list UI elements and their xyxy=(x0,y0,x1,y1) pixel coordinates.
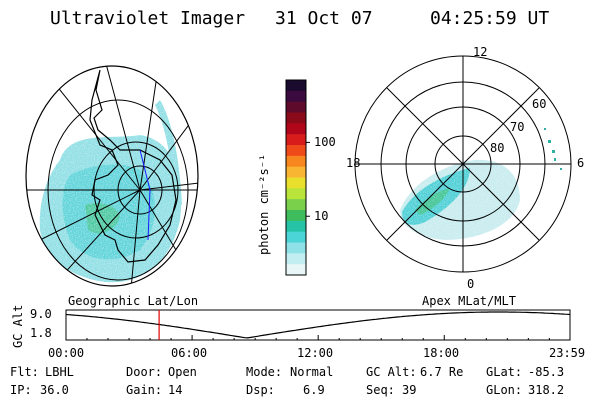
date-label: 31 Oct 07 xyxy=(275,8,373,29)
colorbar-segment xyxy=(286,123,306,135)
colorbar-segment xyxy=(286,210,306,222)
colorbar-segment xyxy=(286,90,306,103)
speckle-texture xyxy=(26,66,198,286)
mlt-label-left: 18 xyxy=(346,156,361,170)
gain-label: Gain: xyxy=(126,383,163,397)
colorbar-tick-10: 10 xyxy=(314,209,329,224)
door-value: Open xyxy=(168,365,197,379)
gain-value: 14 xyxy=(168,383,183,397)
map-boundary xyxy=(25,65,199,287)
colorbar-tick-100: 100 xyxy=(314,135,336,150)
colorbar-segment xyxy=(286,199,306,211)
colorbar-segment xyxy=(286,145,306,157)
altitude-ylabel: GC Alt xyxy=(11,304,25,348)
colorbar-segment xyxy=(286,188,306,200)
altitude-plot xyxy=(65,309,571,341)
colorbar-segment xyxy=(286,112,306,124)
door-label: Door: xyxy=(126,365,163,379)
colorbar-segment xyxy=(286,231,306,243)
time-tick-0: 00:00 xyxy=(48,346,85,360)
mlt-label-bottom: 0 xyxy=(467,277,475,291)
seq-value: 39 xyxy=(402,383,417,397)
mode-value: Normal xyxy=(290,365,334,379)
colorbar-segment xyxy=(286,155,306,168)
geographic-map-label: Geographic Lat/Lon xyxy=(68,294,199,308)
time-label: 04:25:59 UT xyxy=(430,8,550,29)
colorbar-segment xyxy=(286,101,306,113)
colorbar-segment xyxy=(286,166,306,178)
mlat-label-60: 60 xyxy=(532,97,547,111)
colorbar-segment xyxy=(286,253,306,265)
glon-label: GLon: xyxy=(486,383,523,397)
coastline xyxy=(89,69,177,263)
time-tick-2: 12:00 xyxy=(297,346,334,360)
glat-value: -85.3 xyxy=(528,365,565,379)
colorbar-segment xyxy=(286,80,306,92)
colorbar-segment xyxy=(286,242,306,254)
mlat-label-80: 80 xyxy=(490,141,505,155)
colorbar-segment xyxy=(286,177,306,189)
filter-value: LBHL xyxy=(45,365,74,379)
ip-label: IP: xyxy=(10,383,32,397)
ip-value: 36.0 xyxy=(40,383,69,397)
altitude-ytick-max: 9.0 xyxy=(30,307,52,321)
dsp-label: Dsp: xyxy=(246,383,275,397)
colorbar-segment xyxy=(286,264,306,276)
polar-emission-dots xyxy=(544,128,562,170)
geographic-map xyxy=(25,65,199,287)
time-tick-1: 06:00 xyxy=(171,346,208,360)
glat-label: GLat: xyxy=(486,365,523,379)
mlat-label-70: 70 xyxy=(510,120,525,134)
mlt-label-right: 6 xyxy=(577,156,585,170)
meridian-highlight xyxy=(139,149,151,241)
filter-label: Flt: xyxy=(10,365,39,379)
glon-value: 318.2 xyxy=(528,383,565,397)
colorbar-segment xyxy=(286,134,306,146)
time-tick-4: 23:59 xyxy=(549,346,586,360)
colorbar xyxy=(285,79,310,276)
altitude-curve xyxy=(65,311,571,339)
colorbar-segment xyxy=(286,220,306,233)
gc-alt-label: GC Alt: xyxy=(366,365,417,379)
seq-label: Seq: xyxy=(366,383,395,397)
dsp-value: 6.9 xyxy=(303,383,325,397)
altitude-ytick-min: 1.8 xyxy=(30,326,52,340)
time-tick-3: 18:00 xyxy=(423,346,460,360)
magnetic-polar-map xyxy=(354,55,572,273)
colorbar-unit-label: photon cm⁻²s⁻¹ xyxy=(257,153,271,255)
mode-label: Mode: xyxy=(246,365,283,379)
mlt-label-top: 12 xyxy=(473,45,488,59)
gc-alt-value: 6.7 Re xyxy=(420,365,464,379)
colorbar-frame xyxy=(285,79,307,276)
instrument-title: Ultraviolet Imager xyxy=(50,8,246,29)
magnetic-map-label: Apex MLat/MLT xyxy=(422,294,516,308)
